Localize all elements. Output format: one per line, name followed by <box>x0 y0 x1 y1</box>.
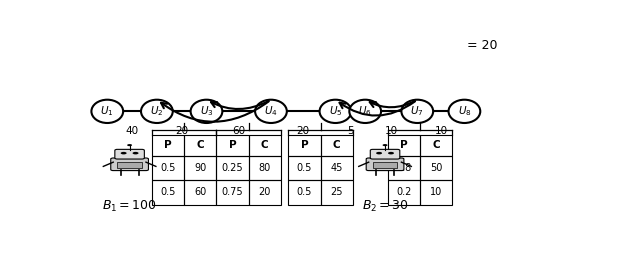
Text: 90: 90 <box>194 163 207 173</box>
Bar <box>152 156 184 180</box>
Text: 0.5: 0.5 <box>161 163 176 173</box>
Text: C: C <box>261 140 269 150</box>
Text: $U_3$: $U_3$ <box>200 104 213 118</box>
FancyBboxPatch shape <box>111 158 148 170</box>
Circle shape <box>376 152 382 154</box>
Bar <box>321 135 353 156</box>
Bar <box>388 180 420 205</box>
Text: $B_1 = 100$: $B_1 = 100$ <box>102 199 157 214</box>
Ellipse shape <box>319 100 351 123</box>
Text: $U_5$: $U_5$ <box>329 104 342 118</box>
Text: P: P <box>164 140 172 150</box>
FancyBboxPatch shape <box>371 149 400 159</box>
Text: 60: 60 <box>232 126 245 136</box>
Text: $U_8$: $U_8$ <box>458 104 471 118</box>
Text: $B_2 = 30$: $B_2 = 30$ <box>362 199 408 214</box>
Text: 45: 45 <box>330 163 343 173</box>
Text: $U_1$: $U_1$ <box>100 104 114 118</box>
Bar <box>420 135 452 156</box>
Bar <box>152 180 184 205</box>
Circle shape <box>121 152 127 154</box>
Bar <box>288 180 321 205</box>
Text: 5: 5 <box>347 126 354 136</box>
Text: P: P <box>400 140 408 150</box>
Ellipse shape <box>349 100 381 123</box>
Text: 0.25: 0.25 <box>221 163 243 173</box>
Ellipse shape <box>191 100 222 123</box>
Bar <box>420 156 452 180</box>
Bar <box>184 135 216 156</box>
Bar <box>321 156 353 180</box>
Bar <box>288 135 321 156</box>
Text: $U_4$: $U_4$ <box>264 104 278 118</box>
Bar <box>249 135 281 156</box>
Text: 10: 10 <box>429 187 442 197</box>
Text: $U_2$: $U_2$ <box>150 104 164 118</box>
Text: 60: 60 <box>194 187 207 197</box>
FancyBboxPatch shape <box>366 158 404 170</box>
Bar <box>117 162 142 169</box>
Circle shape <box>127 144 132 146</box>
FancyBboxPatch shape <box>115 149 145 159</box>
Text: C: C <box>432 140 440 150</box>
Ellipse shape <box>401 100 433 123</box>
Text: 20: 20 <box>296 126 310 136</box>
Bar <box>372 162 397 169</box>
Bar <box>152 135 184 156</box>
Bar <box>321 180 353 205</box>
Ellipse shape <box>449 100 480 123</box>
Text: 80: 80 <box>259 163 271 173</box>
Text: 20: 20 <box>175 126 188 136</box>
Text: 0.5: 0.5 <box>297 163 312 173</box>
Ellipse shape <box>92 100 123 123</box>
Bar <box>216 156 249 180</box>
Circle shape <box>383 144 388 146</box>
Ellipse shape <box>141 100 173 123</box>
Text: 0.5: 0.5 <box>161 187 176 197</box>
Bar <box>420 180 452 205</box>
Bar <box>184 156 216 180</box>
Bar <box>288 156 321 180</box>
Text: P: P <box>228 140 236 150</box>
Text: C: C <box>333 140 340 150</box>
Text: 10: 10 <box>435 126 447 136</box>
Text: 0.2: 0.2 <box>396 187 412 197</box>
Text: = 20: = 20 <box>467 39 497 52</box>
Text: 0.5: 0.5 <box>297 187 312 197</box>
Bar <box>249 180 281 205</box>
Bar <box>249 156 281 180</box>
Ellipse shape <box>255 100 287 123</box>
Text: 25: 25 <box>330 187 343 197</box>
Bar <box>388 135 420 156</box>
Text: $U_6$: $U_6$ <box>358 104 372 118</box>
Text: 0.8: 0.8 <box>396 163 412 173</box>
Text: $U_7$: $U_7$ <box>410 104 424 118</box>
Bar <box>216 180 249 205</box>
Bar <box>216 135 249 156</box>
Bar <box>184 180 216 205</box>
Bar <box>388 156 420 180</box>
Text: 20: 20 <box>259 187 271 197</box>
Text: 0.75: 0.75 <box>221 187 243 197</box>
Text: 40: 40 <box>125 126 139 136</box>
Circle shape <box>388 152 394 154</box>
Text: 50: 50 <box>429 163 442 173</box>
Text: 10: 10 <box>385 126 398 136</box>
Text: C: C <box>196 140 204 150</box>
Text: P: P <box>301 140 308 150</box>
Circle shape <box>132 152 138 154</box>
